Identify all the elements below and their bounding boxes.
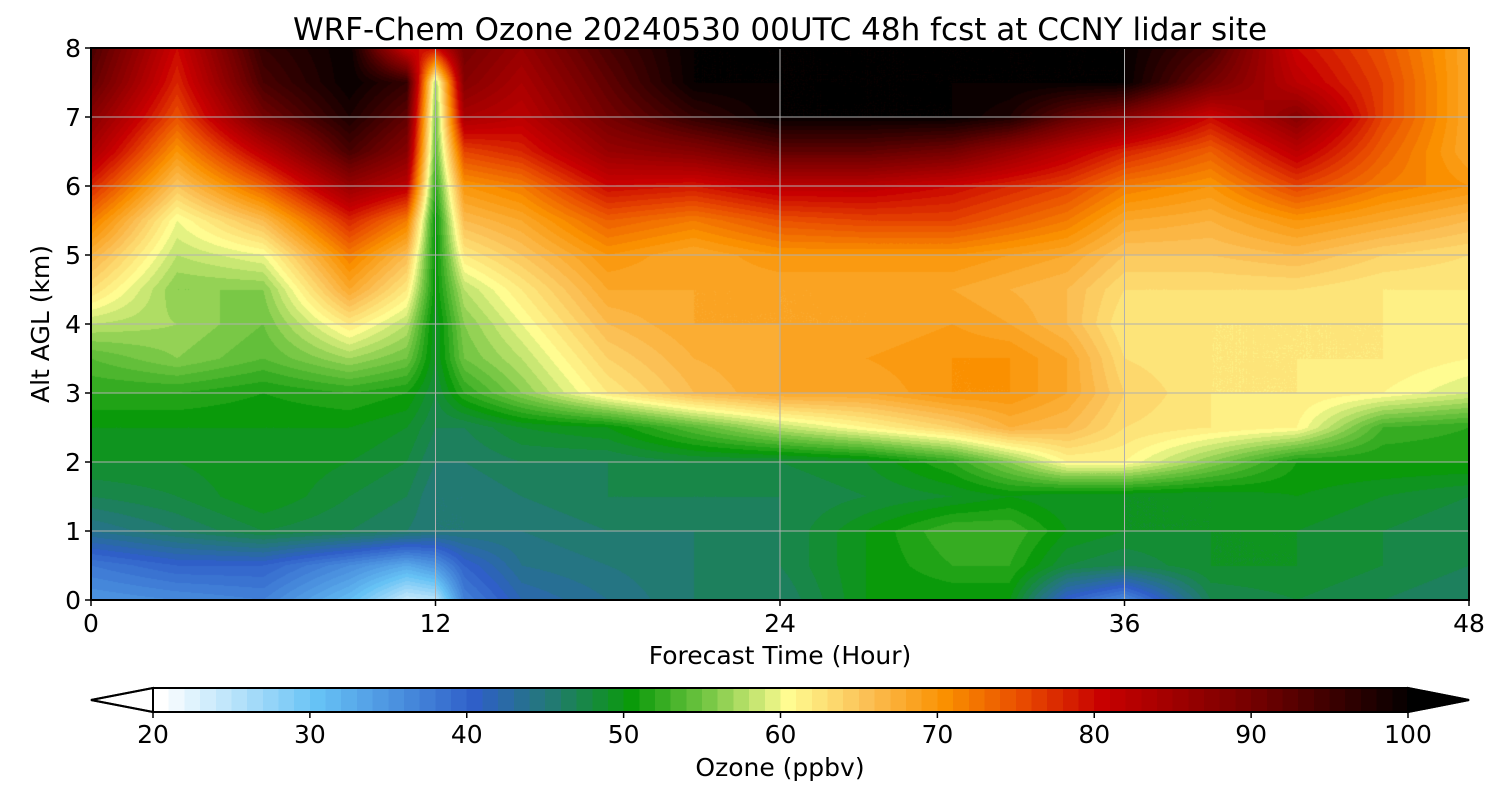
x-tick-label: 12 xyxy=(420,609,452,638)
colorbar-tick-label: 80 xyxy=(1078,720,1110,749)
colorbar-tick-label: 20 xyxy=(137,720,169,749)
x-tick-label: 36 xyxy=(1109,609,1141,638)
x-tick-label: 24 xyxy=(764,609,796,638)
y-tick-label: 6 xyxy=(65,172,81,201)
colorbar-body xyxy=(153,688,1408,712)
y-tick-label: 7 xyxy=(65,103,81,132)
colorbar-tick-label: 30 xyxy=(294,720,326,749)
colorbar-tick-label: 70 xyxy=(921,720,953,749)
colorbar-extend-low xyxy=(90,686,154,714)
colorbar-tick-label: 90 xyxy=(1235,720,1267,749)
y-tick-label: 1 xyxy=(65,517,81,546)
x-tick-label: 0 xyxy=(83,609,99,638)
y-axis-label: Alt AGL (km) xyxy=(26,245,55,403)
colorbar-tick-label: 60 xyxy=(765,720,797,749)
y-tick-label: 0 xyxy=(65,586,81,615)
colorbar-tick-label: 50 xyxy=(608,720,640,749)
y-tick-label: 3 xyxy=(65,379,81,408)
y-tick-label: 2 xyxy=(65,448,81,477)
colorbar-tick-label: 40 xyxy=(451,720,483,749)
y-tick-label: 4 xyxy=(65,310,81,339)
chart-title: WRF-Chem Ozone 20240530 00UTC 48h fcst a… xyxy=(293,12,1267,48)
y-tick-label: 5 xyxy=(65,241,81,270)
y-tick-label: 8 xyxy=(65,34,81,63)
colorbar-extend-high xyxy=(1407,686,1470,714)
colorbar-label: Ozone (ppbv) xyxy=(695,753,864,782)
colorbar-tick-label: 100 xyxy=(1384,720,1432,749)
colorbar: 20 30 40 50 60 70 80 90 100 Ozone (ppbv) xyxy=(90,686,1470,782)
x-tick-label: 48 xyxy=(1453,609,1485,638)
x-axis-label: Forecast Time (Hour) xyxy=(649,641,912,670)
